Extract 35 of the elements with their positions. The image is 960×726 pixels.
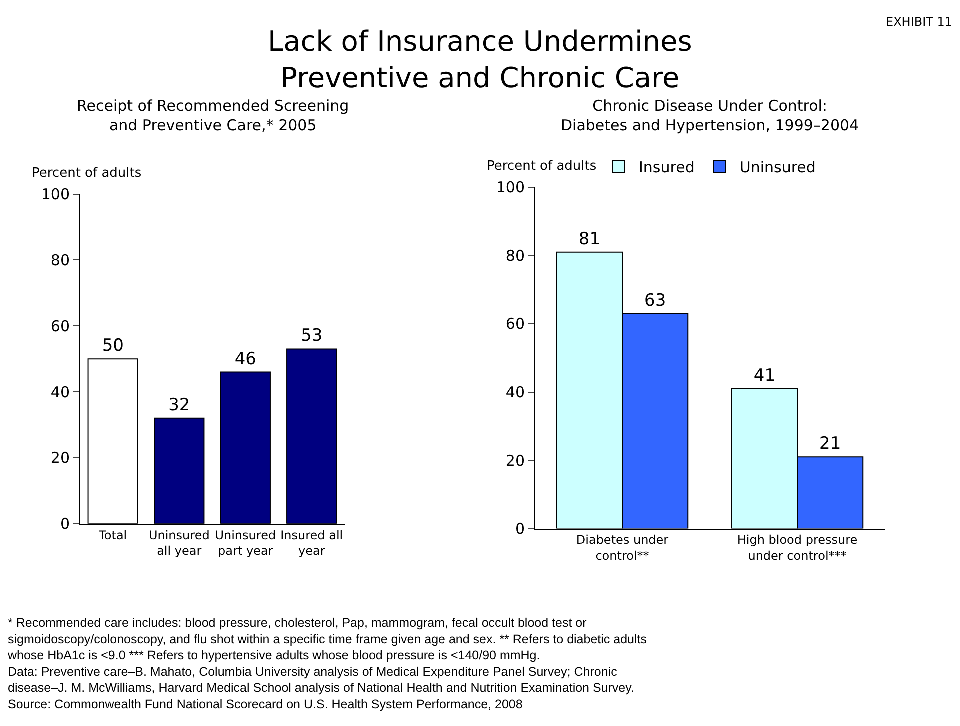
y-tick-label: 40	[506, 384, 525, 402]
text: * Recommended care includes: blood pressure, cholesterol, Pap, mammogram, fecal occult blood test or sigmoidoscopy/colonoscopy, and flu shot within a specific time frame given age and sex. ** Refers to diabetic adults whose HbA1c is <9.0 *** Refers to hypertensive adults whose blood pressure is <140/90 mmHg. Data: Preventive care–B. Mahato, Columbia University analysis of Medical Expenditure Panel Survey; Chronic disease–J. M. McWilliams, Harvard Medical School analysis of National Health and Nutrition Examination Survey. Source: Commonwealth Fund National Scorecard on U.S. Health System Performance, 2008	[7, 616, 647, 712]
data-label: 50	[102, 336, 124, 356]
data-label: 46	[234, 349, 256, 370]
data-label: 53	[301, 326, 323, 346]
y-tick-label: 60	[50, 317, 70, 336]
y-tick-label: 0	[60, 515, 70, 534]
legend-label: Insured	[639, 158, 695, 177]
x-tick-label: Insured all year	[280, 528, 344, 558]
data-label: 32	[168, 395, 190, 416]
data-label: 21	[819, 434, 842, 454]
text: Lack of Insurance Undermines Preventive and Chronic Care	[268, 25, 692, 94]
y-tick-label: 0	[515, 520, 525, 538]
x-tick-label: Diabetes under control**	[576, 533, 669, 563]
data-label: 41	[754, 366, 776, 386]
y-tick-label: 100	[496, 178, 525, 197]
data-label: 63	[644, 290, 666, 311]
data-label: 81	[578, 229, 601, 250]
chart-title: Chronic Disease Under Control: Diabetes and Hypertension, 1999–2004	[561, 97, 860, 134]
x-tick-label: Uninsured part year	[215, 528, 276, 558]
legend-label: Uninsured	[740, 158, 816, 177]
text: EXHIBIT 11	[886, 15, 953, 29]
y-tick-label: 40	[50, 383, 70, 402]
chart-title: Receipt of Recommended Screening and Preventive Care,* 2005	[77, 97, 350, 134]
y-axis-title: Percent of adults	[32, 166, 142, 181]
y-tick-label: 80	[506, 246, 525, 265]
y-tick-label: 20	[506, 452, 525, 470]
x-tick-label: Uninsured all year	[148, 528, 210, 558]
y-axis-title: Percent of adults	[487, 159, 597, 174]
y-tick-label: 100	[41, 186, 70, 204]
y-tick-label: 60	[506, 315, 525, 334]
y-tick-label: 80	[50, 251, 70, 270]
x-tick-label: High blood pressure under control***	[737, 533, 858, 563]
y-tick-label: 20	[50, 449, 70, 468]
x-tick-label: Total	[98, 528, 128, 542]
